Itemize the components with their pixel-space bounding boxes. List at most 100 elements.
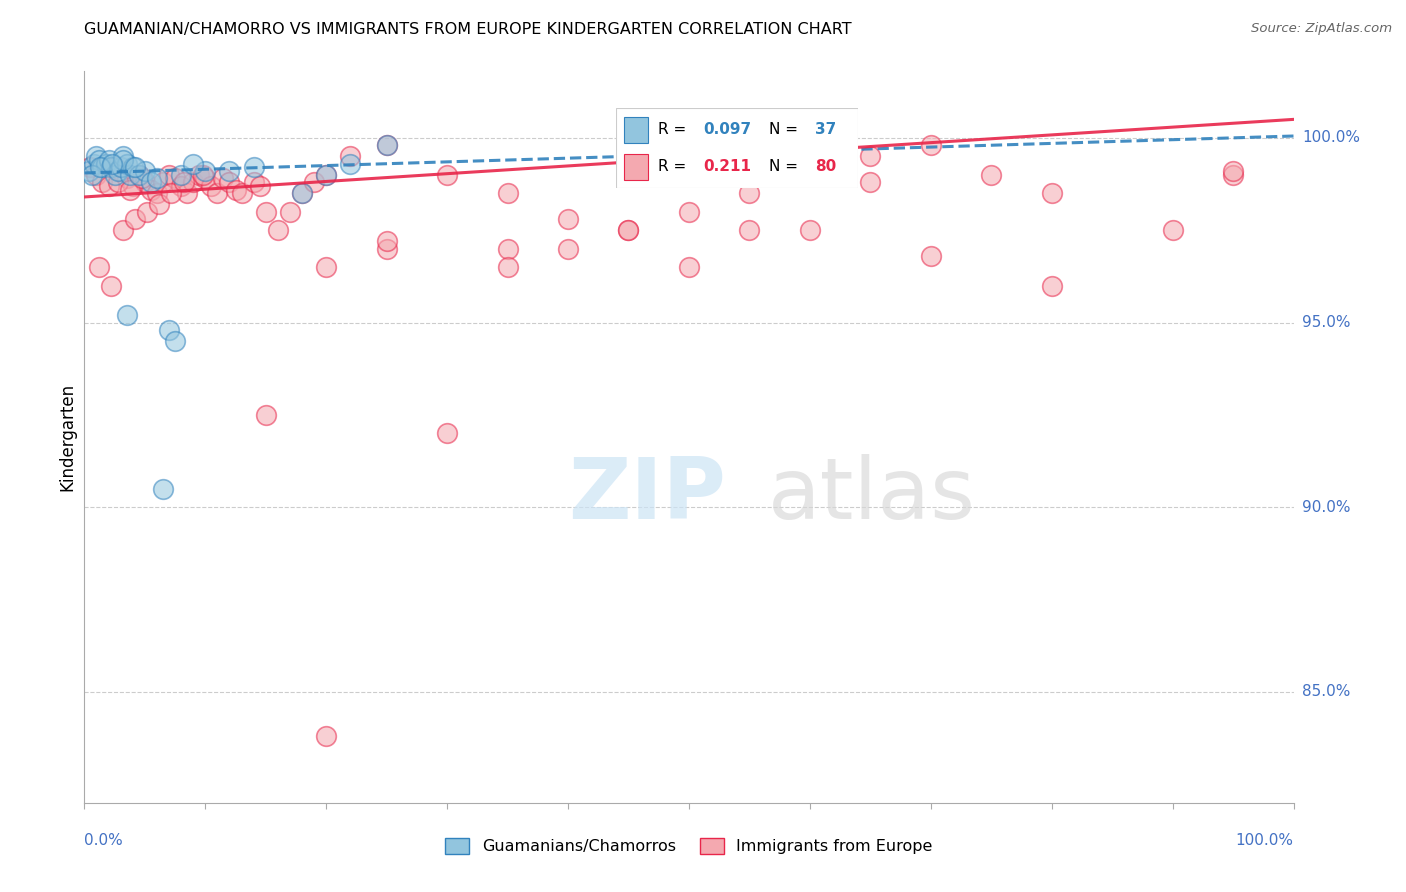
Point bbox=[131, 171, 153, 186]
Point bbox=[375, 138, 398, 153]
Point bbox=[1040, 278, 1063, 293]
Point bbox=[110, 164, 132, 178]
Point bbox=[212, 171, 235, 186]
Point bbox=[249, 178, 271, 193]
Legend: Guamanians/Chamorros, Immigrants from Europe: Guamanians/Chamorros, Immigrants from Eu… bbox=[439, 831, 939, 861]
Bar bbox=[624, 153, 648, 179]
Point bbox=[920, 249, 942, 263]
Point bbox=[107, 175, 129, 189]
Text: 0.097: 0.097 bbox=[703, 122, 752, 137]
Point bbox=[200, 178, 222, 193]
Point bbox=[496, 242, 519, 256]
Text: R =: R = bbox=[658, 159, 690, 174]
Point bbox=[738, 157, 761, 171]
Point bbox=[160, 186, 183, 201]
Point bbox=[302, 175, 325, 189]
Point bbox=[436, 168, 458, 182]
Point bbox=[87, 153, 110, 167]
Point bbox=[194, 171, 217, 186]
Point bbox=[152, 175, 174, 189]
Point bbox=[799, 223, 821, 237]
Point bbox=[104, 161, 127, 175]
Text: atlas: atlas bbox=[768, 454, 976, 537]
Point bbox=[128, 168, 150, 182]
Point bbox=[375, 235, 398, 249]
Point bbox=[91, 161, 114, 175]
Point bbox=[104, 168, 127, 182]
Point bbox=[83, 157, 105, 171]
Point bbox=[146, 171, 169, 186]
Point bbox=[1222, 168, 1244, 182]
Text: GUAMANIAN/CHAMORRO VS IMMIGRANTS FROM EUROPE KINDERGARTEN CORRELATION CHART: GUAMANIAN/CHAMORRO VS IMMIGRANTS FROM EU… bbox=[84, 22, 852, 37]
Point bbox=[101, 157, 124, 171]
Point bbox=[128, 168, 150, 182]
Point bbox=[557, 212, 579, 227]
Point bbox=[87, 260, 110, 274]
Point bbox=[859, 175, 882, 189]
Text: R =: R = bbox=[658, 122, 690, 137]
Point bbox=[617, 223, 640, 237]
Point bbox=[436, 426, 458, 441]
Point bbox=[91, 175, 114, 189]
Point bbox=[181, 157, 204, 171]
Point bbox=[191, 168, 214, 182]
Point bbox=[188, 168, 211, 182]
Point bbox=[496, 260, 519, 274]
Point bbox=[134, 164, 156, 178]
Point bbox=[100, 278, 122, 293]
Point bbox=[121, 178, 143, 193]
Point bbox=[110, 161, 132, 175]
Point bbox=[97, 178, 120, 193]
Point bbox=[678, 204, 700, 219]
Point bbox=[218, 164, 240, 178]
Point bbox=[291, 186, 314, 201]
Point bbox=[617, 223, 640, 237]
Point bbox=[112, 149, 135, 163]
Point bbox=[315, 168, 337, 182]
Point bbox=[100, 161, 122, 175]
Point bbox=[1222, 164, 1244, 178]
Point bbox=[267, 223, 290, 237]
Point bbox=[980, 168, 1002, 182]
Point bbox=[375, 138, 398, 153]
Point bbox=[89, 161, 111, 175]
Point bbox=[181, 175, 204, 189]
Point bbox=[231, 186, 253, 201]
Point bbox=[315, 260, 337, 274]
Point bbox=[291, 186, 314, 201]
Point bbox=[339, 149, 361, 163]
Point bbox=[157, 323, 180, 337]
Point bbox=[1040, 186, 1063, 201]
Text: N =: N = bbox=[769, 122, 803, 137]
Text: 100.0%: 100.0% bbox=[1236, 833, 1294, 848]
Text: Source: ZipAtlas.com: Source: ZipAtlas.com bbox=[1251, 22, 1392, 36]
Point bbox=[86, 168, 108, 182]
Text: ZIP: ZIP bbox=[568, 454, 725, 537]
Point bbox=[207, 186, 229, 201]
Text: 100.0%: 100.0% bbox=[1302, 130, 1360, 145]
Point bbox=[124, 161, 146, 175]
Point bbox=[242, 161, 264, 175]
Point bbox=[124, 212, 146, 227]
Bar bbox=[624, 117, 648, 143]
Point bbox=[242, 175, 264, 189]
Point bbox=[139, 183, 162, 197]
Point bbox=[165, 334, 187, 348]
Point bbox=[152, 482, 174, 496]
Point bbox=[254, 204, 277, 219]
Text: 0.211: 0.211 bbox=[703, 159, 751, 174]
Point bbox=[1161, 223, 1184, 237]
Point bbox=[859, 149, 882, 163]
Text: 85.0%: 85.0% bbox=[1302, 684, 1350, 699]
Point bbox=[115, 171, 138, 186]
Point bbox=[315, 168, 337, 182]
Point bbox=[254, 408, 277, 422]
Point bbox=[120, 183, 142, 197]
Y-axis label: Kindergarten: Kindergarten bbox=[58, 383, 76, 491]
Point bbox=[121, 161, 143, 175]
Point bbox=[678, 260, 700, 274]
Point bbox=[920, 138, 942, 153]
Point bbox=[170, 168, 193, 182]
Point bbox=[79, 161, 101, 175]
Point bbox=[134, 175, 156, 189]
